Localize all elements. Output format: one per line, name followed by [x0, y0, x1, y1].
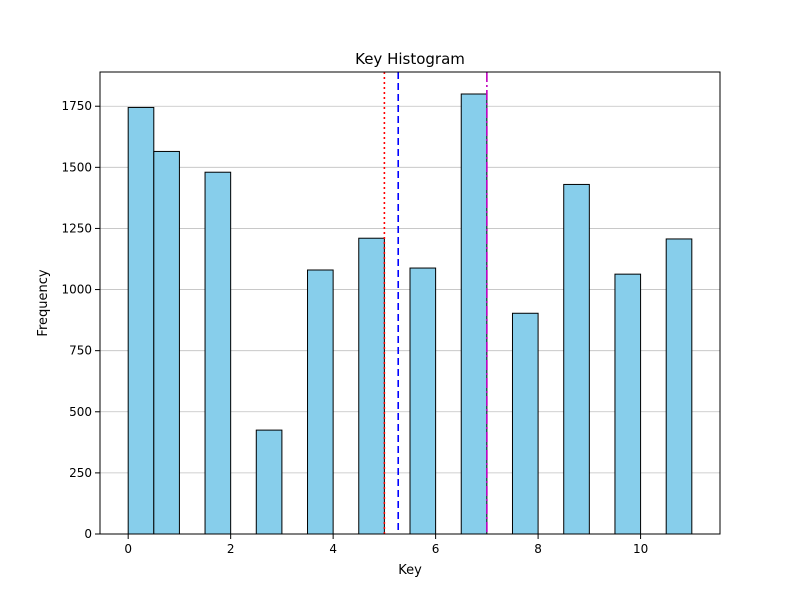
bars: [127, 93, 693, 535]
histogram-bar: [665, 238, 693, 535]
x-tick-label: 10: [633, 542, 648, 556]
x-tick-label: 2: [227, 542, 235, 556]
y-tick-label: 0: [84, 527, 92, 541]
x-axis-label: Key: [398, 563, 422, 578]
reference-lines: [383, 72, 488, 534]
y-tick-label: 750: [69, 344, 92, 358]
y-tick-label: 500: [69, 405, 92, 419]
y-axis-ticks: 0 250 500 750 1000 1250 1500 1750: [61, 99, 100, 541]
x-tick-label: 8: [534, 542, 542, 556]
x-axis-ticks: 0 2 4 6 8 10: [124, 534, 648, 556]
histogram-bar: [204, 171, 232, 535]
y-tick-label: 1500: [61, 160, 92, 174]
y-tick-label: 1750: [61, 99, 92, 113]
histogram-bar: [307, 269, 334, 535]
histogram-bar: [153, 150, 180, 535]
chart-title: Key Histogram: [355, 50, 465, 68]
y-tick-label: 250: [69, 466, 92, 480]
histogram-bar: [358, 237, 385, 535]
histogram-bar: [614, 273, 642, 535]
x-tick-label: 6: [432, 542, 440, 556]
histogram-bar: [255, 429, 283, 535]
y-axis-label: Frequency: [36, 269, 51, 336]
histogram-bar: [460, 93, 488, 535]
histogram-bar: [409, 267, 437, 535]
histogram-bar: [511, 312, 539, 535]
y-tick-label: 1000: [61, 283, 92, 297]
x-tick-label: 0: [124, 542, 132, 556]
x-tick-label: 4: [329, 542, 337, 556]
plot-frame: [99, 71, 721, 535]
y-tick-label: 1250: [61, 221, 92, 235]
histogram-bar: [127, 106, 155, 535]
histogram-bar: [563, 183, 590, 535]
